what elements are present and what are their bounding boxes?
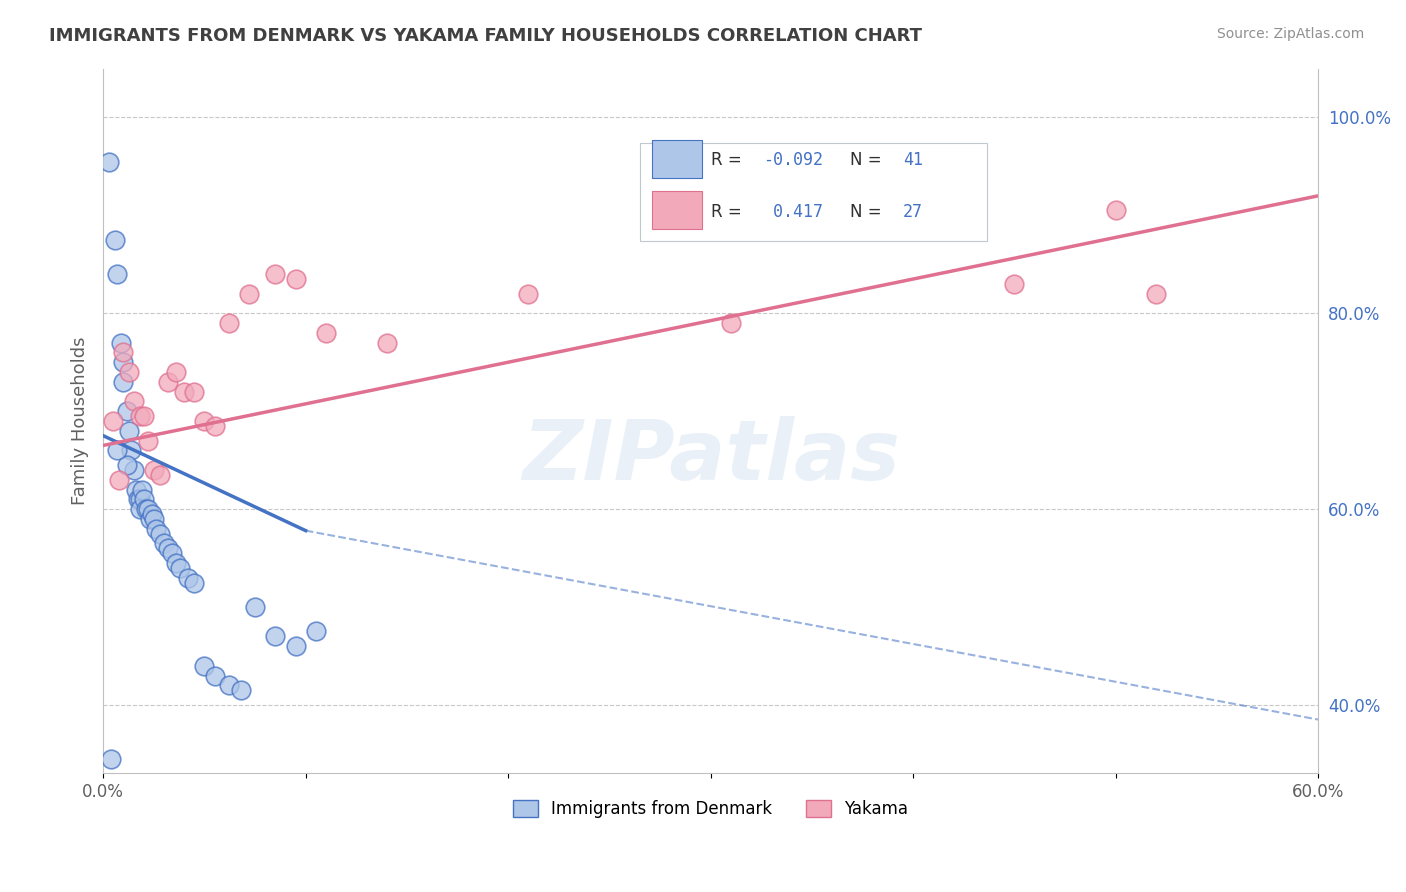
Point — [229, 683, 252, 698]
Point — [138, 512, 160, 526]
Point — [243, 599, 266, 614]
Text: ZIPatlas: ZIPatlas — [522, 416, 900, 497]
Point — [128, 502, 150, 516]
Text: R =: R = — [710, 202, 741, 220]
Point — [169, 561, 191, 575]
Point — [141, 507, 163, 521]
Point — [165, 365, 187, 379]
Text: N =: N = — [851, 151, 882, 169]
Point — [136, 434, 159, 448]
Point — [156, 375, 179, 389]
Point — [238, 286, 260, 301]
Point — [218, 316, 240, 330]
Point — [105, 267, 128, 281]
Point — [1004, 277, 1026, 291]
Point — [375, 335, 398, 350]
Point — [128, 492, 150, 507]
Point — [204, 668, 226, 682]
Point — [132, 409, 155, 423]
Point — [127, 492, 149, 507]
Point — [1144, 286, 1167, 301]
Point — [315, 326, 337, 340]
Point — [132, 492, 155, 507]
Text: 0.417: 0.417 — [763, 202, 823, 220]
Point — [264, 629, 287, 643]
Point — [720, 316, 742, 330]
Y-axis label: Family Households: Family Households — [72, 336, 89, 505]
Point — [149, 526, 172, 541]
Point — [173, 384, 195, 399]
Point — [142, 512, 165, 526]
Point — [112, 375, 135, 389]
Point — [156, 541, 179, 556]
Point — [131, 483, 153, 497]
Point — [264, 267, 287, 281]
Point — [160, 546, 183, 560]
Point — [193, 658, 215, 673]
Point — [105, 443, 128, 458]
Point — [110, 335, 132, 350]
Point — [193, 414, 215, 428]
Point — [121, 443, 143, 458]
Point — [104, 233, 127, 247]
Point — [112, 355, 135, 369]
Text: IMMIGRANTS FROM DENMARK VS YAKAMA FAMILY HOUSEHOLDS CORRELATION CHART: IMMIGRANTS FROM DENMARK VS YAKAMA FAMILY… — [49, 27, 922, 45]
Point — [135, 502, 157, 516]
Point — [136, 502, 159, 516]
Point — [305, 624, 328, 639]
Point — [117, 404, 139, 418]
Legend: Immigrants from Denmark, Yakama: Immigrants from Denmark, Yakama — [506, 794, 915, 825]
Point — [149, 467, 172, 482]
Point — [183, 575, 205, 590]
Text: 27: 27 — [903, 202, 922, 220]
Point — [284, 272, 307, 286]
Text: Source: ZipAtlas.com: Source: ZipAtlas.com — [1216, 27, 1364, 41]
Point — [98, 154, 121, 169]
Point — [118, 365, 141, 379]
Text: 41: 41 — [903, 151, 922, 169]
Point — [108, 473, 131, 487]
Point — [124, 483, 146, 497]
FancyBboxPatch shape — [652, 140, 702, 178]
FancyBboxPatch shape — [640, 143, 987, 241]
Point — [145, 522, 167, 536]
Point — [142, 463, 165, 477]
Point — [517, 286, 540, 301]
FancyBboxPatch shape — [652, 191, 702, 229]
Point — [204, 418, 226, 433]
Point — [153, 536, 176, 550]
Point — [117, 458, 139, 472]
Point — [284, 639, 307, 653]
Text: -0.092: -0.092 — [763, 151, 823, 169]
Text: R =: R = — [710, 151, 741, 169]
Point — [128, 409, 150, 423]
Point — [112, 345, 135, 359]
Point — [122, 394, 145, 409]
Text: N =: N = — [851, 202, 882, 220]
Point — [100, 752, 122, 766]
Point — [177, 571, 200, 585]
Point — [118, 424, 141, 438]
Point — [103, 414, 125, 428]
Point — [218, 678, 240, 692]
Point — [122, 463, 145, 477]
Point — [1105, 203, 1128, 218]
Point — [165, 556, 187, 570]
Point — [183, 384, 205, 399]
